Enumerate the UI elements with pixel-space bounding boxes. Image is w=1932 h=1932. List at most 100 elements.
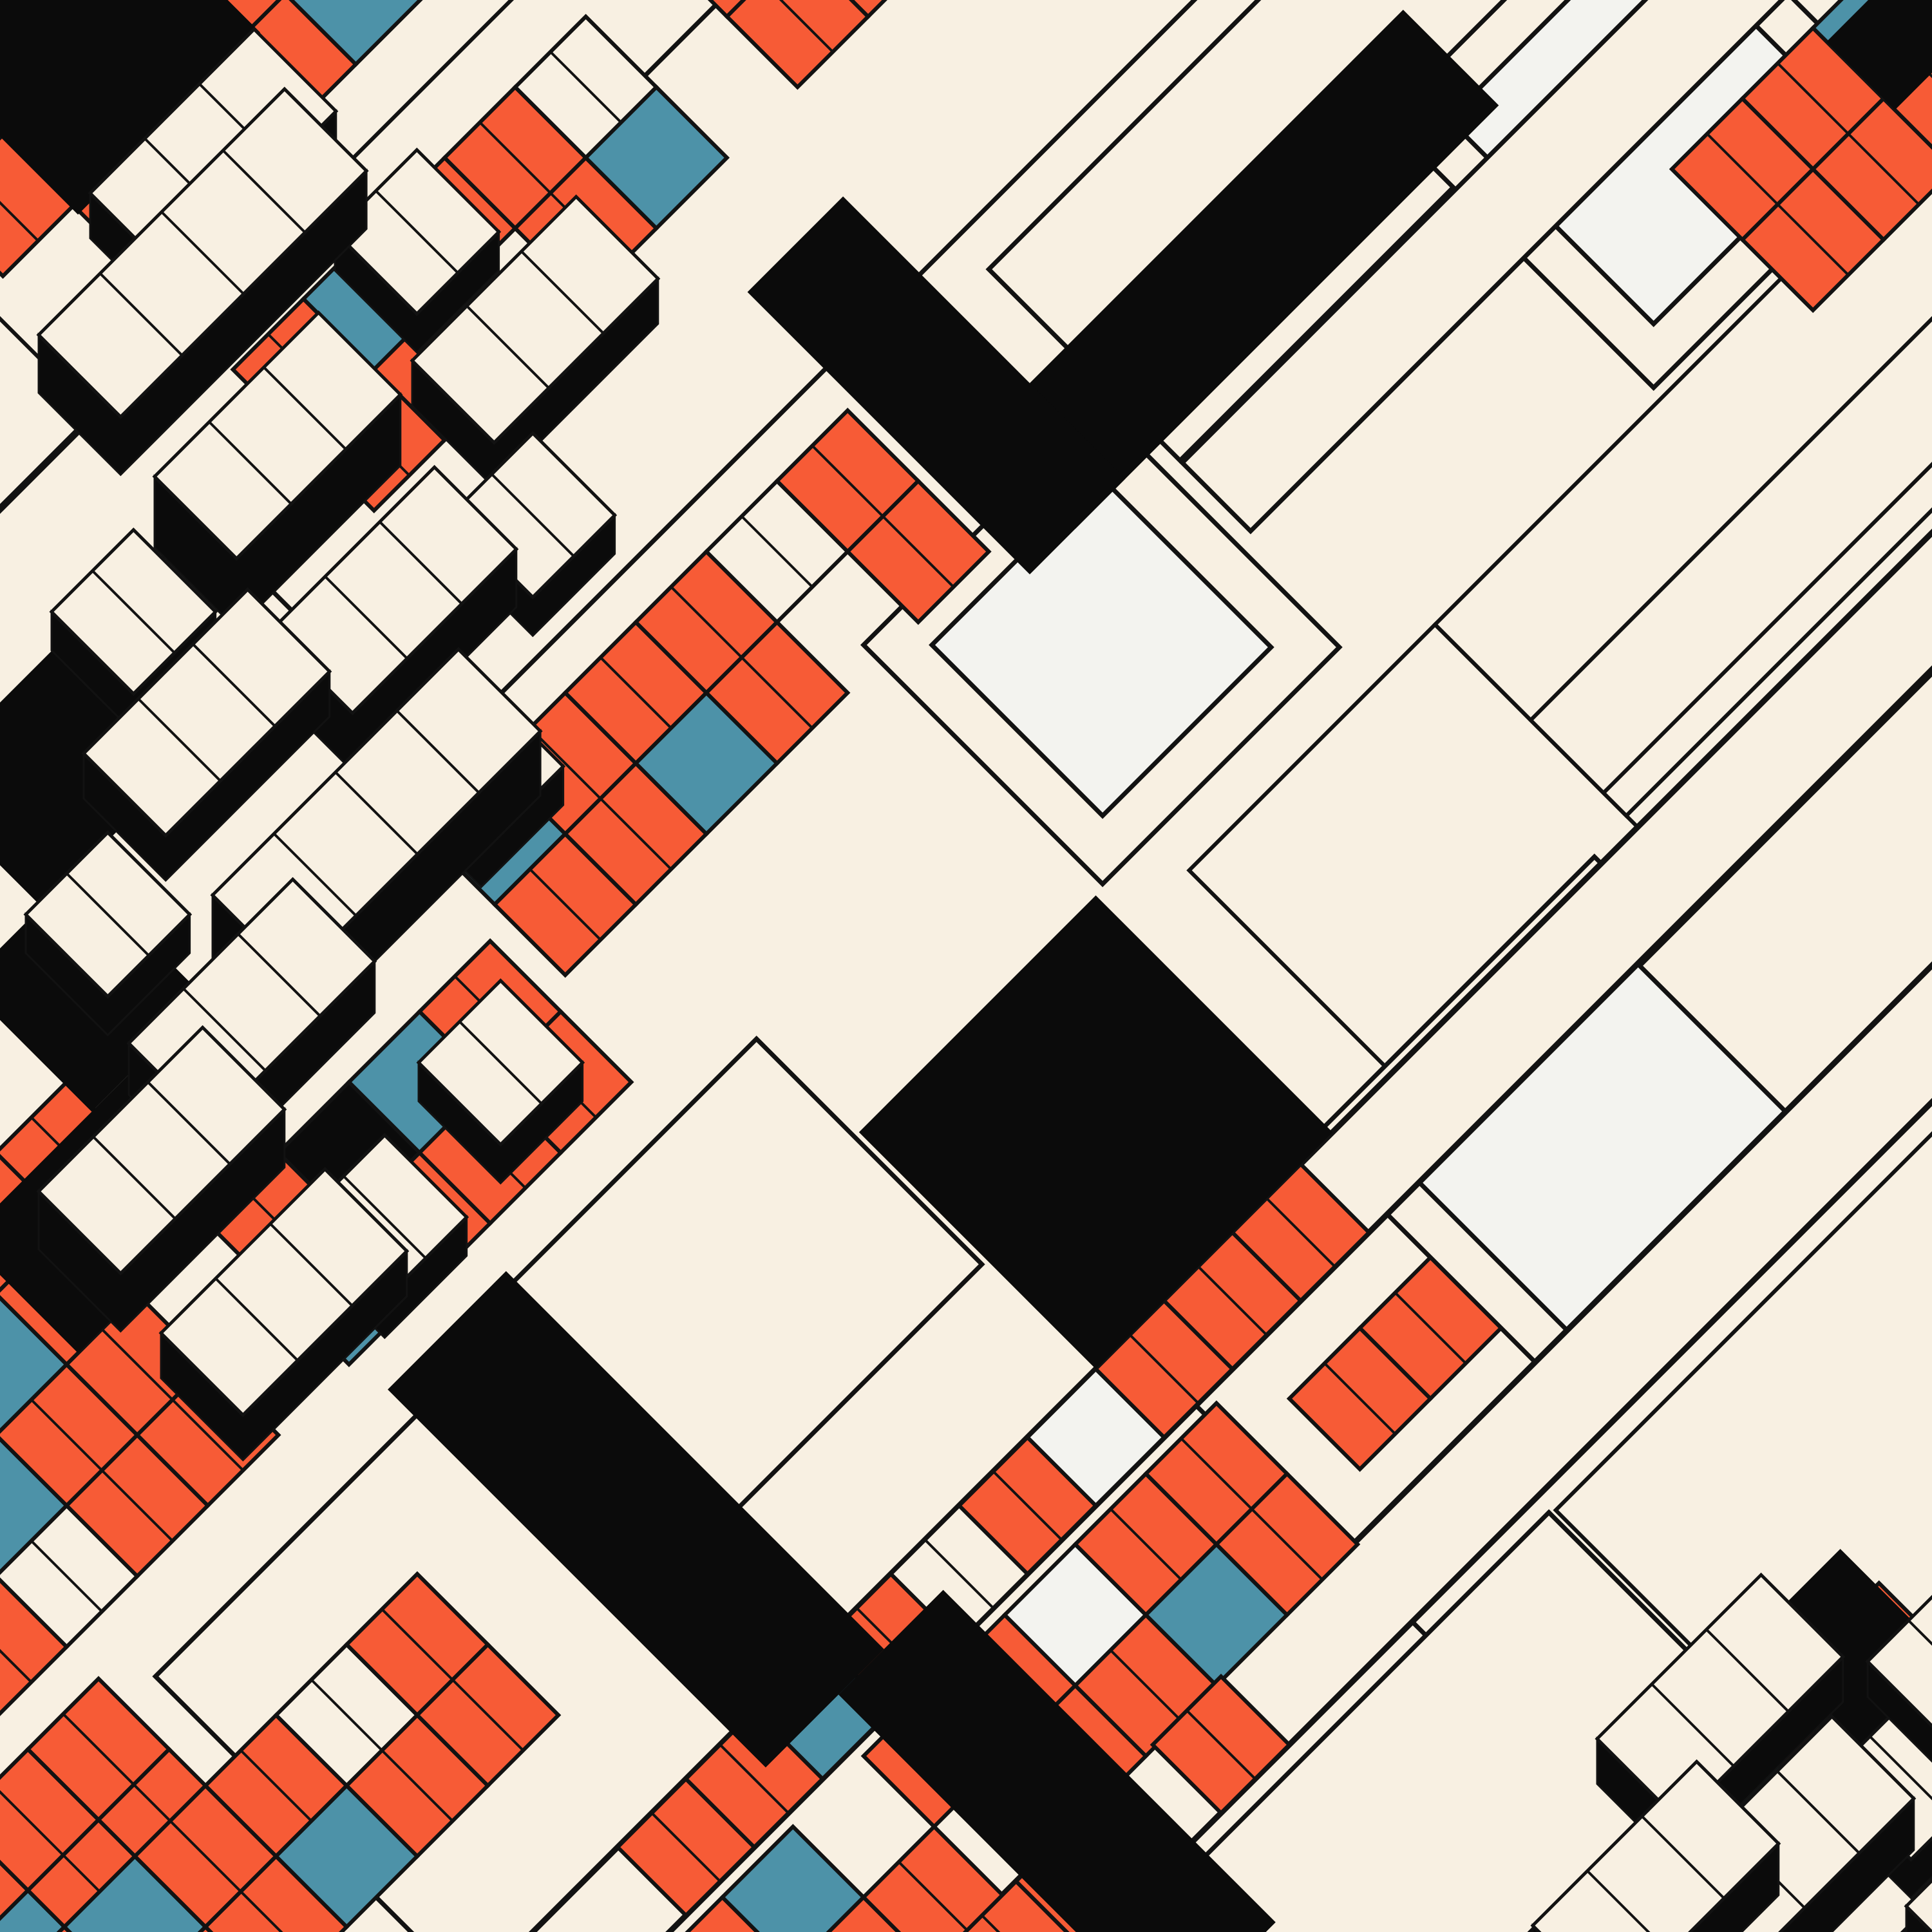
train-cell <box>1810 95 1932 243</box>
train-cell-divider <box>1847 133 1920 205</box>
train-cell-divider <box>650 1812 721 1882</box>
train-cell-divider <box>923 1539 994 1609</box>
train-cell-divider <box>1394 1291 1467 1365</box>
diagonal-band <box>1528 316 1932 796</box>
cube-face-divider <box>147 1081 231 1165</box>
train-cell-divider <box>451 1678 524 1752</box>
train-cell <box>583 84 730 231</box>
train-cell-divider <box>882 515 954 588</box>
cube-face-divider <box>269 1222 354 1307</box>
train-cell-divider <box>1323 1362 1396 1435</box>
cube-shadow <box>1531 1841 1780 1932</box>
train-cell-divider <box>529 868 601 941</box>
train-cell <box>962 1879 1070 1932</box>
cube-face-divider <box>192 643 276 727</box>
isometric-cube-layer <box>23 26 1932 1932</box>
train-cell <box>289 0 423 68</box>
train-cell-divider <box>30 1540 103 1613</box>
cube-face-divider <box>91 569 176 654</box>
cube-shadow <box>1667 1796 1915 1932</box>
train-cell-divider <box>1110 1649 1182 1722</box>
train-cell-divider <box>381 1608 454 1681</box>
cube-face-divider <box>66 872 150 957</box>
train-cell-divider <box>169 1820 242 1893</box>
train-cell-divider <box>670 585 743 659</box>
cube-face-divider <box>343 1175 427 1260</box>
cube-face-divider <box>137 697 222 782</box>
train-cell-divider <box>741 515 813 588</box>
train-cell-divider <box>1186 1709 1256 1780</box>
train-cell-divider <box>779 0 834 53</box>
cube-face-divider <box>375 189 459 274</box>
cube-face-divider <box>237 933 321 1017</box>
train-cell-divider <box>1180 1437 1253 1510</box>
cube-face-divider <box>208 421 292 505</box>
train-cell-divider <box>549 51 622 124</box>
cube-face-divider <box>92 1135 176 1220</box>
train-cell-divider <box>240 1749 312 1823</box>
black-accent <box>388 1271 884 1768</box>
train-cell-divider <box>1265 1197 1336 1268</box>
train-cell-divider <box>1251 1508 1323 1581</box>
cube-face-divider <box>1641 1815 1725 1899</box>
cube-face-divider <box>273 833 357 917</box>
train-cell-divider <box>240 1890 283 1932</box>
train-cell-divider <box>719 1743 790 1814</box>
black-accent <box>1826 0 1932 110</box>
cube-face-divider <box>222 149 307 234</box>
cube-face-divider <box>379 520 463 605</box>
train-cell-divider <box>1777 62 1850 135</box>
cube-top-face <box>152 310 403 561</box>
cube-face-divider <box>1908 1619 1932 1646</box>
cube-face-divider <box>214 1277 299 1361</box>
train-cell <box>707 0 746 19</box>
train-cell-divider <box>1918 62 1932 79</box>
train-cell-divider <box>1706 133 1779 205</box>
black-accent <box>838 1589 1276 1932</box>
train-cell-divider <box>898 1861 971 1932</box>
train-cell-divider <box>1777 203 1850 276</box>
black-accent <box>0 0 260 215</box>
train-cell-divider <box>478 121 552 194</box>
cube-face-divider <box>520 250 605 334</box>
cube-face-divider <box>1869 1735 1932 1801</box>
cube-top-face <box>1904 1878 1932 1932</box>
cube-face-divider <box>491 473 575 558</box>
train-cell-divider <box>981 1914 1001 1932</box>
train-cell-divider <box>1129 1334 1200 1405</box>
cube-face-divider <box>395 710 480 794</box>
train-cell-divider <box>171 1399 244 1472</box>
train-cell-divider <box>1110 1508 1182 1581</box>
cube-top-face <box>81 587 332 838</box>
train-cell-divider <box>741 656 813 729</box>
train-cell <box>685 1894 760 1932</box>
cube-shadow <box>1866 1659 1932 1763</box>
cube-face-divider <box>1776 1770 1861 1854</box>
train-cell-divider <box>811 444 884 518</box>
cube-face-divider <box>324 575 408 659</box>
train-cell <box>849 0 887 19</box>
black-accent <box>747 196 1126 574</box>
cube-face-divider <box>99 272 184 357</box>
train-cell-divider <box>0 200 39 242</box>
cube-face-divider <box>1705 1628 1790 1712</box>
cube-face-divider <box>334 771 419 855</box>
train-cell <box>826 1894 902 1932</box>
cube-face-divider <box>459 1020 543 1105</box>
train-cell-divider <box>600 797 672 871</box>
cube-face-divider <box>466 305 550 389</box>
train-cell-divider <box>62 1713 135 1786</box>
cube-face-divider <box>1651 1683 1735 1767</box>
train-cell-divider <box>529 727 601 800</box>
cube-face-divider <box>160 211 245 295</box>
cube-face-divider <box>182 987 267 1072</box>
train-cell-divider <box>381 1749 454 1823</box>
train-cell-divider <box>30 1399 103 1472</box>
black-accent <box>980 10 1499 529</box>
train-cell-divider <box>1197 1265 1268 1336</box>
train-cell-divider <box>0 1790 64 1857</box>
train-cell-divider <box>992 1470 1063 1541</box>
cube-face-divider <box>263 366 347 450</box>
train-cell-divider <box>100 1328 174 1401</box>
